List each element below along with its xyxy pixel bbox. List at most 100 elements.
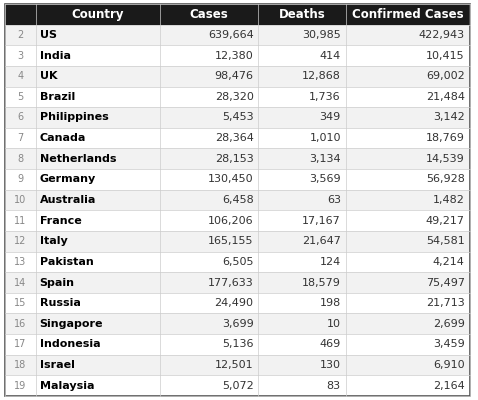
Text: 349: 349 xyxy=(320,112,341,122)
Text: UK: UK xyxy=(40,71,57,81)
Text: Israel: Israel xyxy=(40,360,75,370)
Bar xyxy=(346,86,469,107)
Bar xyxy=(160,355,258,375)
Bar xyxy=(258,45,346,66)
Bar xyxy=(36,66,160,86)
Text: 3,134: 3,134 xyxy=(309,154,341,164)
Bar xyxy=(258,334,346,355)
Text: 69,002: 69,002 xyxy=(426,71,465,81)
Text: 639,664: 639,664 xyxy=(208,30,253,40)
Bar xyxy=(36,252,160,272)
Bar xyxy=(160,272,258,293)
Bar xyxy=(36,314,160,334)
Bar xyxy=(160,252,258,272)
Bar xyxy=(36,148,160,169)
Bar xyxy=(346,272,469,293)
Bar xyxy=(36,4,160,25)
Bar xyxy=(5,107,36,128)
Text: 49,217: 49,217 xyxy=(426,216,465,226)
Bar xyxy=(258,107,346,128)
Bar xyxy=(5,148,36,169)
Text: 1,010: 1,010 xyxy=(309,133,341,143)
Text: 12: 12 xyxy=(14,236,26,246)
Bar xyxy=(258,128,346,148)
Text: 4: 4 xyxy=(17,71,23,81)
Bar xyxy=(160,4,258,25)
Text: 5,136: 5,136 xyxy=(222,340,253,350)
Bar xyxy=(346,334,469,355)
Bar xyxy=(258,4,346,25)
Bar xyxy=(346,252,469,272)
Text: 13: 13 xyxy=(14,257,26,267)
Text: 21,713: 21,713 xyxy=(426,298,465,308)
Text: Pakistan: Pakistan xyxy=(40,257,93,267)
Text: 106,206: 106,206 xyxy=(208,216,253,226)
Bar xyxy=(160,334,258,355)
Bar xyxy=(36,86,160,107)
Text: 19: 19 xyxy=(14,381,26,391)
Bar xyxy=(258,148,346,169)
Text: 6,458: 6,458 xyxy=(222,195,253,205)
Text: Italy: Italy xyxy=(40,236,67,246)
Bar xyxy=(5,128,36,148)
Bar xyxy=(5,355,36,375)
Bar xyxy=(36,355,160,375)
Text: Confirmed Cases: Confirmed Cases xyxy=(352,8,463,21)
Text: 6: 6 xyxy=(17,112,23,122)
Bar xyxy=(346,66,469,86)
Bar xyxy=(258,169,346,190)
Text: 165,155: 165,155 xyxy=(208,236,253,246)
Bar xyxy=(346,231,469,252)
Bar xyxy=(258,190,346,210)
Bar xyxy=(36,293,160,314)
Bar xyxy=(346,210,469,231)
Text: 5: 5 xyxy=(17,92,23,102)
Bar xyxy=(5,252,36,272)
Text: 422,943: 422,943 xyxy=(419,30,465,40)
Text: 5,072: 5,072 xyxy=(222,381,253,391)
Bar xyxy=(160,231,258,252)
Bar xyxy=(160,210,258,231)
Bar xyxy=(5,375,36,396)
Text: Deaths: Deaths xyxy=(279,8,326,21)
Text: Philippines: Philippines xyxy=(40,112,109,122)
Bar xyxy=(5,190,36,210)
Text: 18: 18 xyxy=(14,360,26,370)
Bar xyxy=(258,231,346,252)
Bar xyxy=(160,375,258,396)
Bar xyxy=(346,4,469,25)
Bar xyxy=(36,210,160,231)
Text: 2,164: 2,164 xyxy=(433,381,465,391)
Bar xyxy=(346,375,469,396)
Bar xyxy=(36,45,160,66)
Bar xyxy=(258,272,346,293)
Text: US: US xyxy=(40,30,56,40)
Text: 3,569: 3,569 xyxy=(309,174,341,184)
Bar xyxy=(258,314,346,334)
Bar xyxy=(346,293,469,314)
Text: 414: 414 xyxy=(320,50,341,60)
Text: 198: 198 xyxy=(320,298,341,308)
Bar xyxy=(36,334,160,355)
Bar xyxy=(346,128,469,148)
Text: Canada: Canada xyxy=(40,133,86,143)
Text: Country: Country xyxy=(71,8,124,21)
Bar xyxy=(346,45,469,66)
Bar xyxy=(160,45,258,66)
Text: 11: 11 xyxy=(14,216,26,226)
Bar xyxy=(346,107,469,128)
Text: 21,647: 21,647 xyxy=(302,236,341,246)
Text: 63: 63 xyxy=(327,195,341,205)
Text: 98,476: 98,476 xyxy=(215,71,253,81)
Text: 7: 7 xyxy=(17,133,23,143)
Bar xyxy=(5,210,36,231)
Text: 2: 2 xyxy=(17,30,23,40)
Text: 12,501: 12,501 xyxy=(215,360,253,370)
Text: 17,167: 17,167 xyxy=(302,216,341,226)
Text: 3: 3 xyxy=(17,50,23,60)
Bar xyxy=(5,86,36,107)
Bar xyxy=(160,148,258,169)
Bar xyxy=(36,128,160,148)
Bar xyxy=(36,25,160,45)
Text: 3,142: 3,142 xyxy=(433,112,465,122)
